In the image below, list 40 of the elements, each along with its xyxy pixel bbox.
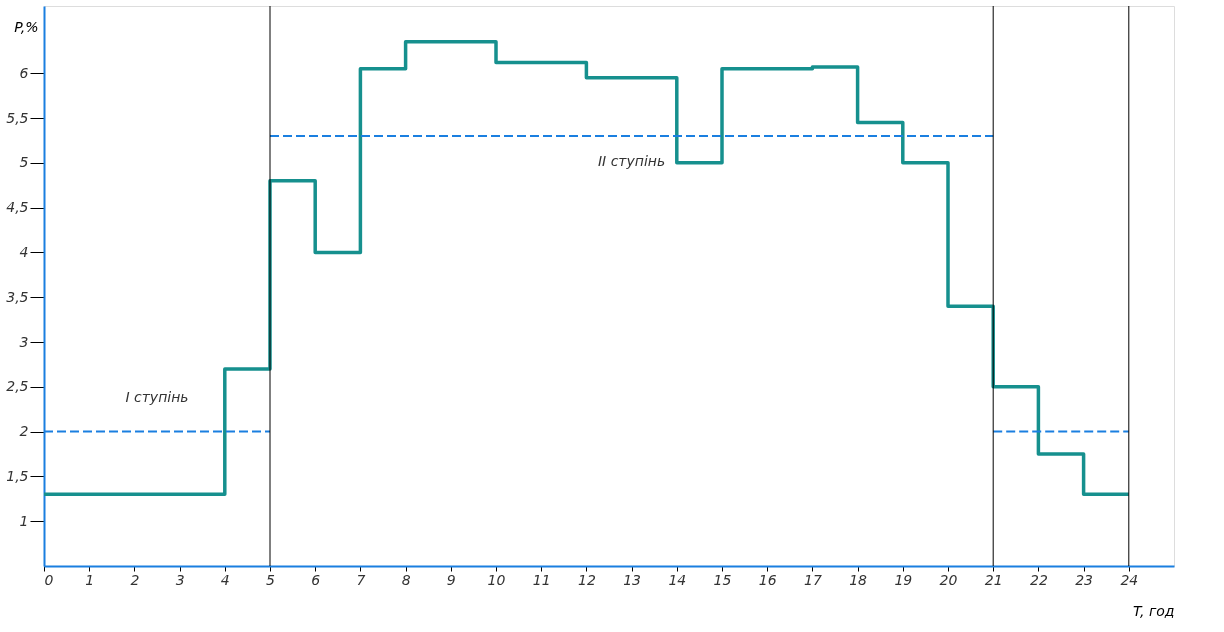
x-tick-label: 12 [577, 571, 596, 588]
x-tick-label: 19 [894, 571, 913, 588]
x-tick-label: 9 [446, 571, 456, 588]
y-tick-label: 3 [19, 333, 29, 350]
y-tick-label: 1,5 [6, 467, 29, 484]
x-tick-label: 4 [220, 571, 230, 588]
x-tick-label: 23 [1075, 571, 1094, 588]
x-tick-label: 11 [532, 571, 551, 588]
x-tick-label: 3 [175, 571, 185, 588]
y-tick-label: 4 [19, 243, 29, 260]
y-tick-label: 4,5 [6, 199, 29, 216]
x-tick-label: 1 [85, 571, 95, 588]
x-tick-label: 13 [623, 571, 642, 588]
x-tick-label: 21 [984, 571, 1003, 588]
x-tick-label: 18 [849, 571, 868, 588]
y-tick-label: 6 [19, 64, 29, 81]
x-tick-label: 10 [487, 571, 506, 588]
x-tick-label: 16 [758, 571, 777, 588]
series-label: I ступінь [125, 388, 189, 405]
x-axis-title: T, год [1133, 602, 1175, 619]
x-tick-label: 2 [130, 571, 140, 588]
series-label: II ступінь [597, 152, 666, 169]
y-tick-label: 5 [19, 154, 29, 171]
y-axis-title: P,% [14, 18, 39, 35]
x-tick-label: 5 [266, 571, 276, 588]
x-tick-label: 17 [803, 571, 822, 588]
y-tick-label: 2 [19, 423, 29, 440]
x-tick-label: 24 [1120, 571, 1139, 588]
x-tick-label: 8 [401, 571, 411, 588]
x-tick-label: 15 [713, 571, 732, 588]
x-tick-label: 22 [1029, 571, 1048, 588]
x-tick-label: 7 [356, 571, 366, 588]
x-tick-label: 20 [939, 571, 958, 588]
x-tick-label: 0 [44, 571, 54, 588]
x-tick-label: 14 [668, 571, 687, 588]
y-tick-label: 1 [19, 512, 29, 529]
x-tick-label: 6 [311, 571, 321, 588]
y-tick-label: 3,5 [6, 288, 29, 305]
y-tick-label: 2,5 [6, 378, 29, 395]
y-tick-label: 5,5 [6, 109, 29, 126]
